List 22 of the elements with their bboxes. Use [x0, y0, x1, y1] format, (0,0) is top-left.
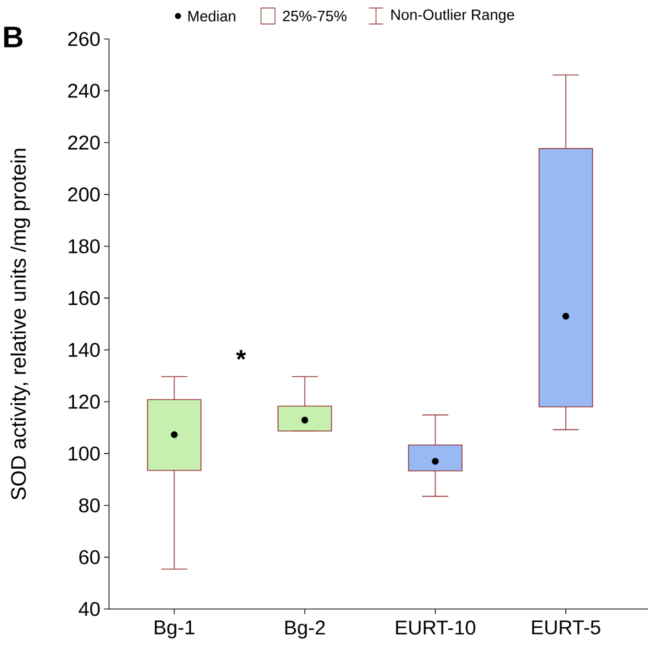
- y-tick-label: 160: [68, 291, 100, 306]
- y-tick-label: 260: [68, 32, 100, 46]
- y-tick-label: 40: [78, 602, 100, 616]
- y-tick-label: 80: [79, 498, 100, 512]
- text: B: [4, 26, 22, 48]
- y-tick-label: 100: [68, 446, 100, 461]
- x-tick-label: Bg-1: [154, 620, 194, 638]
- x-tick-label: EURT-5: [532, 620, 600, 634]
- text: 25%-75%: [282, 10, 346, 22]
- y-tick-label: 240: [68, 84, 100, 98]
- y-tick-label: 220: [68, 136, 100, 150]
- text: Median: [188, 10, 236, 22]
- text: Non-Outlier Range: [391, 9, 514, 23]
- x-tick-label: EURT-10: [396, 620, 476, 635]
- y-tick-label: 140: [68, 342, 100, 357]
- x-tick-label: Bg-2: [285, 620, 325, 639]
- y-axis-title: SOD activity, relative units /mg protein: [10, 148, 30, 500]
- y-tick-label: 200: [68, 187, 100, 202]
- y-tick-label: 180: [68, 239, 100, 254]
- y-tick-label: 60: [79, 550, 100, 564]
- y-tick-label: 120: [68, 394, 100, 409]
- annotation: *: [236, 350, 246, 360]
